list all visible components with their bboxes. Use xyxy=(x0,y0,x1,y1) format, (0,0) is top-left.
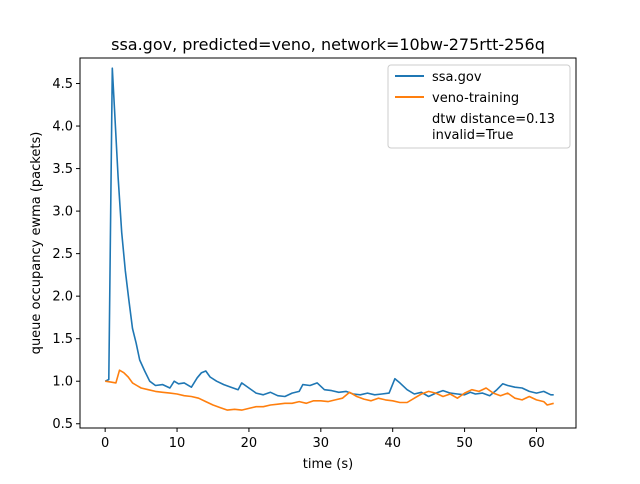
x-tick-label: 20 xyxy=(241,436,258,451)
y-tick-label: 4.5 xyxy=(52,77,73,92)
y-tick-label: 0.5 xyxy=(52,417,73,432)
y-axis-label: queue occupancy ewma (packets) xyxy=(29,132,44,355)
series-line-ssa-gov xyxy=(104,67,554,398)
x-axis-ticks: 0 10 20 30 40 50 60 xyxy=(101,428,545,451)
legend-label-ssa-gov: ssa.gov xyxy=(432,70,482,85)
chart-title: ssa.gov, predicted=veno, network=10bw-27… xyxy=(111,35,545,54)
y-tick-label: 1.0 xyxy=(52,375,73,390)
x-tick-label: 40 xyxy=(384,436,401,451)
y-tick-label: 3.0 xyxy=(52,205,73,220)
legend-annotation-invalid: invalid=True xyxy=(432,128,514,143)
legend-box xyxy=(387,64,571,149)
series-line-veno-training xyxy=(105,369,554,411)
y-tick-label: 2.5 xyxy=(52,247,73,262)
y-tick-label: 3.5 xyxy=(52,162,73,177)
y-tick-label: 2.0 xyxy=(52,290,73,305)
x-tick-label: 60 xyxy=(528,436,545,451)
plot-lines xyxy=(104,67,554,411)
legend-annotation-dtw: dtw distance=0.13 xyxy=(432,112,555,127)
x-tick-label: 0 xyxy=(101,436,109,451)
legend-label-veno-training: veno-training xyxy=(432,91,519,106)
plot-frame xyxy=(79,57,577,429)
x-tick-label: 30 xyxy=(313,436,330,451)
x-tick-label: 10 xyxy=(169,436,186,451)
y-axis-ticks: 0.5 1.0 1.5 2.0 2.5 3.0 3.5 4.0 4.5 xyxy=(52,77,80,432)
y-tick-label: 4.0 xyxy=(52,120,73,135)
x-tick-label: 50 xyxy=(456,436,473,451)
y-tick-label: 1.5 xyxy=(52,332,73,347)
legend: ssa.gov veno-training dtw distance=0.13 … xyxy=(387,64,571,149)
x-axis-label: time (s) xyxy=(303,457,353,472)
